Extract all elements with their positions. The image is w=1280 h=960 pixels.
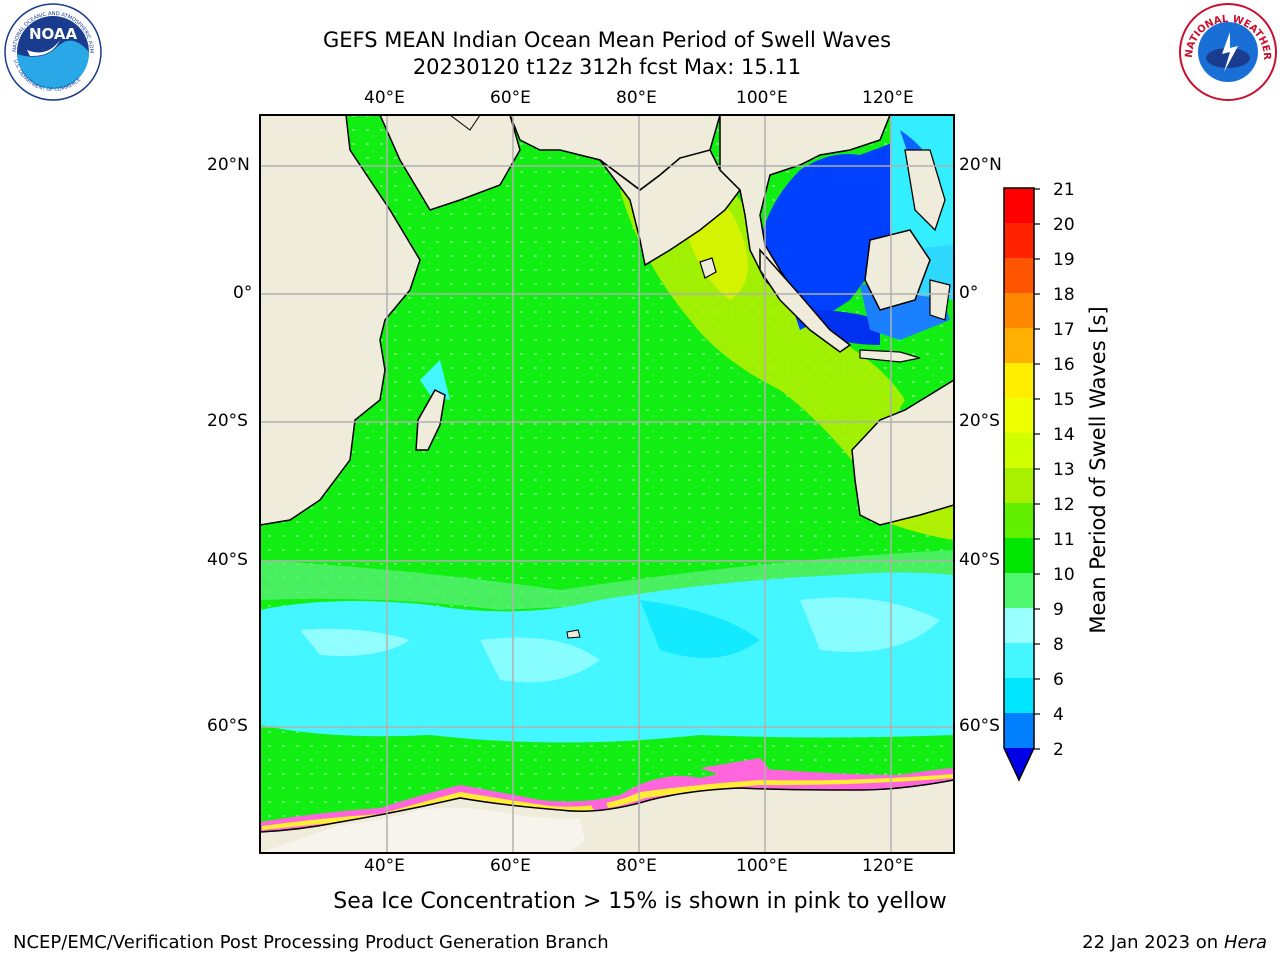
- lat-label-right: 0°: [959, 283, 979, 303]
- lat-label-right: 20°S: [959, 411, 1000, 431]
- lon-label-bottom: 100°E: [736, 856, 788, 876]
- australia-land: [851, 379, 954, 526]
- short-period-band: [260, 572, 954, 743]
- lat-label-left: 60°S: [207, 716, 248, 736]
- lat-label-right: 40°S: [959, 550, 1000, 570]
- sea-ice-note: Sea Ice Concentration > 15% is shown in …: [333, 889, 947, 914]
- footer-date-text: 22 Jan 2023 on: [1082, 932, 1224, 953]
- colorbar-tick-label: 21: [1053, 180, 1075, 200]
- lat-label-left: 40°S: [207, 550, 248, 570]
- colorbar-tick-label: 20: [1053, 215, 1075, 235]
- colorbar-tick-label: 4: [1053, 705, 1064, 725]
- antarctica-land: [260, 779, 954, 853]
- colorbar: [1003, 187, 1040, 782]
- footer-machine: Hera: [1223, 932, 1267, 953]
- map-frame: [259, 114, 955, 854]
- lon-label-bottom: 80°E: [616, 856, 657, 876]
- lat-label-right: 60°S: [959, 716, 1000, 736]
- long-period-zone: [620, 172, 905, 470]
- colorbar-tick-label: 8: [1053, 635, 1064, 655]
- lon-label-top: 80°E: [616, 88, 657, 108]
- map-gridlines: [260, 115, 954, 853]
- lon-label-top: 40°E: [364, 88, 405, 108]
- lon-label-bottom: 40°E: [364, 856, 405, 876]
- lat-label-left: 0°: [233, 283, 253, 303]
- colorbar-tick-label: 14: [1053, 425, 1075, 445]
- chart-title: GEFS MEAN Indian Ocean Mean Period of Sw…: [322, 28, 892, 52]
- lon-label-bottom: 120°E: [862, 856, 914, 876]
- colorbar-tick-label: 16: [1053, 355, 1075, 375]
- madagascar-land: [415, 389, 446, 451]
- footer-date: 22 Jan 2023 on Hera: [1082, 932, 1267, 953]
- colorbar-tick-label: 12: [1053, 495, 1075, 515]
- lat-label-left: 20°N: [207, 155, 250, 175]
- noaa-center-text: NOAA: [29, 25, 78, 43]
- lat-label-left: 20°S: [207, 411, 248, 431]
- colorbar-tick-label: 11: [1053, 530, 1075, 550]
- lat-label-right: 20°N: [959, 155, 1002, 175]
- low-period-sea: [760, 140, 900, 330]
- colorbar-tick-label: 6: [1053, 670, 1064, 690]
- colorbar-tick-label: 10: [1053, 565, 1075, 585]
- chart-subtitle: 20230120 t12z 312h fcst Max: 15.11: [412, 55, 802, 79]
- colorbar-tick-label: 17: [1053, 320, 1075, 340]
- colorbar-tick-label: 9: [1053, 600, 1064, 620]
- lon-label-top: 60°E: [490, 88, 531, 108]
- colorbar-tick-label: 13: [1053, 460, 1075, 480]
- colorbar-tick-label: 18: [1053, 285, 1075, 305]
- footer-credit: NCEP/EMC/Verification Post Processing Pr…: [13, 932, 609, 953]
- noaa-logo-icon: NOAA NATIONAL OCEANIC AND ATMOSPHERIC AD…: [2, 2, 102, 101]
- borneo-land: [864, 229, 931, 311]
- lon-label-top: 100°E: [736, 88, 788, 108]
- nws-logo-icon: NATIONAL WEATHER SERVICE: [1178, 2, 1277, 101]
- sumatra-land: [759, 248, 852, 353]
- india-land: [599, 149, 741, 267]
- colorbar-tick-label: 2: [1053, 740, 1064, 760]
- colorbar-title: Mean Period of Swell Waves [s]: [1086, 306, 1110, 634]
- lon-label-top: 120°E: [862, 88, 914, 108]
- colorbar-tick-label: 15: [1053, 390, 1075, 410]
- colorbar-tick-label: 19: [1053, 250, 1075, 270]
- lon-label-bottom: 60°E: [490, 856, 531, 876]
